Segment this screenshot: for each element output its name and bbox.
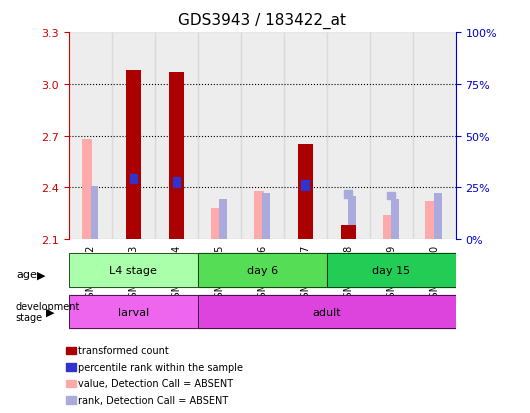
Text: adult: adult bbox=[313, 307, 341, 317]
Bar bbox=[219, 200, 227, 240]
Bar bbox=[155, 33, 198, 240]
Text: rank, Detection Call = ABSENT: rank, Detection Call = ABSENT bbox=[78, 395, 228, 405]
Bar bbox=[387, 192, 395, 200]
Bar bbox=[370, 33, 413, 240]
Bar bbox=[198, 33, 241, 240]
Text: age: age bbox=[16, 270, 37, 280]
Bar bbox=[253, 191, 264, 240]
FancyBboxPatch shape bbox=[198, 295, 456, 329]
Bar bbox=[341, 226, 356, 240]
Text: value, Detection Call = ABSENT: value, Detection Call = ABSENT bbox=[78, 378, 233, 388]
Text: day 6: day 6 bbox=[247, 266, 278, 275]
Bar bbox=[284, 33, 327, 240]
Text: larval: larval bbox=[118, 307, 149, 317]
Bar bbox=[126, 71, 141, 240]
Text: transformed count: transformed count bbox=[78, 345, 169, 355]
Bar bbox=[169, 73, 184, 240]
Bar bbox=[262, 193, 270, 240]
Bar bbox=[82, 140, 92, 240]
Bar bbox=[129, 174, 137, 184]
FancyBboxPatch shape bbox=[198, 254, 327, 287]
Bar bbox=[298, 145, 313, 240]
FancyBboxPatch shape bbox=[69, 254, 198, 287]
Bar bbox=[210, 209, 222, 240]
Bar bbox=[327, 33, 370, 240]
Bar bbox=[348, 197, 356, 240]
Bar bbox=[172, 178, 180, 187]
Bar bbox=[302, 181, 309, 190]
FancyBboxPatch shape bbox=[69, 295, 198, 329]
Text: percentile rank within the sample: percentile rank within the sample bbox=[78, 362, 243, 372]
Text: development
stage: development stage bbox=[16, 301, 80, 323]
Bar bbox=[241, 33, 284, 240]
Bar bbox=[112, 33, 155, 240]
Text: L4 stage: L4 stage bbox=[110, 266, 157, 275]
FancyBboxPatch shape bbox=[327, 254, 456, 287]
Bar bbox=[383, 216, 393, 240]
Title: GDS3943 / 183422_at: GDS3943 / 183422_at bbox=[179, 13, 346, 29]
Text: ▶: ▶ bbox=[37, 270, 46, 280]
Bar bbox=[69, 33, 112, 240]
Bar bbox=[413, 33, 456, 240]
Bar bbox=[426, 202, 436, 240]
Text: ▶: ▶ bbox=[46, 307, 54, 317]
Bar bbox=[344, 190, 352, 198]
Text: day 15: day 15 bbox=[372, 266, 410, 275]
Bar bbox=[435, 193, 442, 240]
Bar bbox=[91, 186, 98, 240]
Bar bbox=[392, 200, 399, 240]
